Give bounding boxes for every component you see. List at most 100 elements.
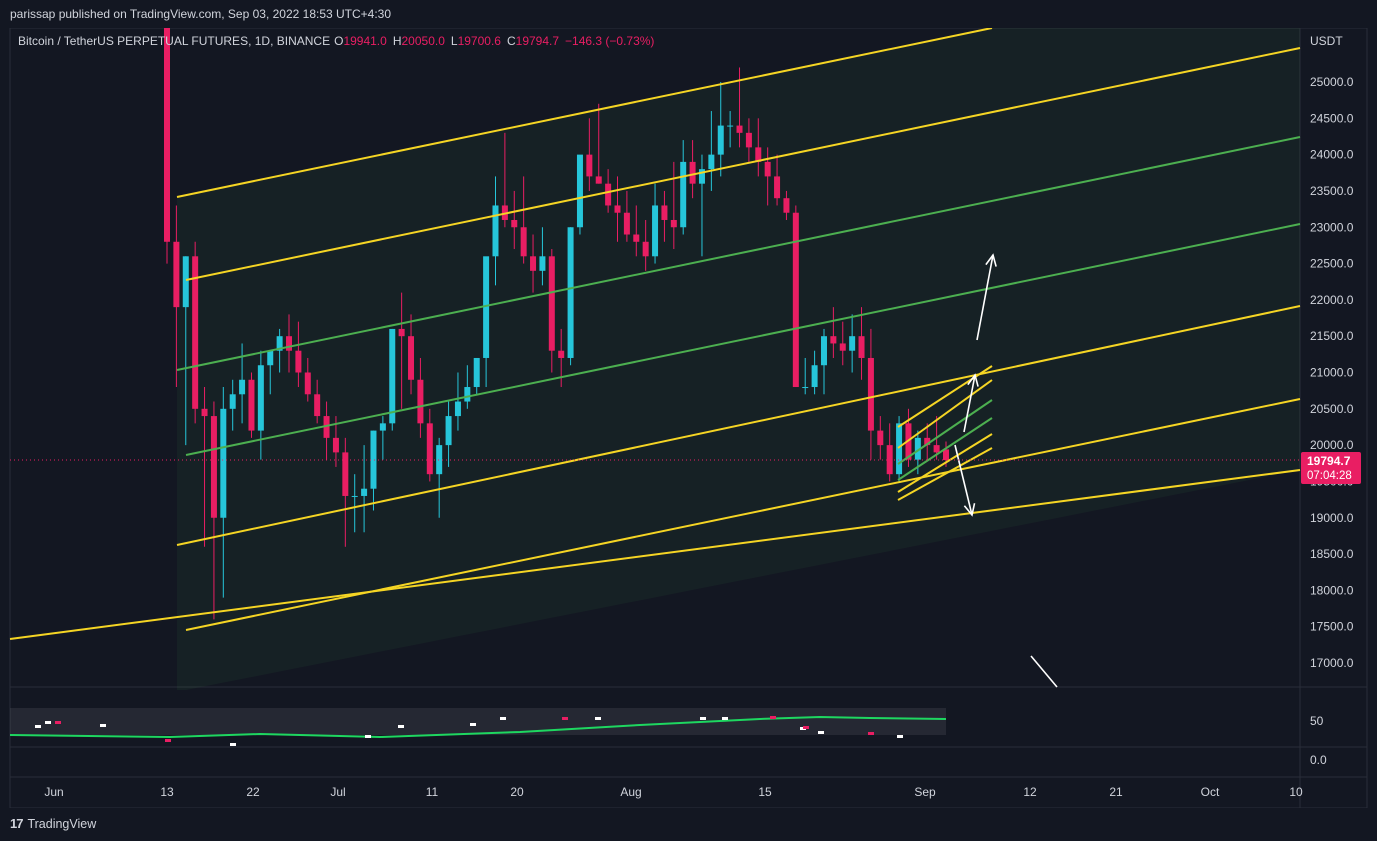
ohlc-key: L (451, 34, 458, 48)
candle (351, 474, 358, 533)
time-tick-label: Jun (44, 785, 63, 799)
candle (229, 379, 236, 431)
candle (717, 82, 724, 177)
candle (267, 350, 274, 395)
time-tick-label: 22 (246, 785, 260, 799)
price-axis-currency: USDT (1310, 34, 1343, 48)
candle (886, 423, 893, 482)
candle (473, 357, 480, 395)
ohlc-value: 20050.0 (402, 34, 446, 48)
indicator-tick-label: 50 (1310, 714, 1324, 728)
candle (792, 205, 799, 388)
candle-body (764, 161, 771, 177)
price-tick-label: 18000.0 (1310, 583, 1354, 597)
candle-body (267, 350, 274, 366)
candle-body (567, 227, 574, 358)
time-tick-label: Sep (914, 785, 936, 799)
candle (361, 445, 368, 533)
candle-body (379, 423, 386, 431)
candle-body (173, 241, 180, 308)
candle-body (867, 357, 874, 431)
candle-body (436, 445, 443, 475)
candle (605, 169, 612, 213)
indicator-dot (100, 724, 106, 727)
candle-body (802, 387, 809, 389)
price-tick-label: 22500.0 (1310, 257, 1354, 271)
candle-body (492, 205, 499, 257)
candle-body (426, 423, 433, 475)
candle (783, 190, 790, 220)
indicator-dot (365, 735, 371, 738)
flag-line (897, 433, 993, 493)
candle-body (849, 336, 856, 351)
symbol-title: Bitcoin / TetherUS PERPETUAL FUTURES, 1D… (18, 34, 330, 48)
candle-body (933, 445, 940, 453)
candle (811, 350, 818, 395)
candle-body (548, 256, 555, 351)
candle (483, 256, 490, 388)
candle (633, 205, 640, 257)
candle (417, 357, 424, 438)
candle-body (304, 372, 311, 395)
candle (727, 111, 734, 148)
candle-body (210, 416, 217, 518)
candle-body (839, 343, 846, 351)
price-tick-label: 22000.0 (1310, 293, 1354, 307)
candle-body (586, 154, 593, 177)
candle-body (727, 125, 734, 127)
candle-body (698, 169, 705, 184)
candle-body (614, 205, 621, 213)
candle-body (182, 256, 189, 308)
candle (276, 328, 283, 373)
indicator-dot (500, 717, 506, 720)
candle (408, 314, 415, 395)
channel-fill (177, 28, 1300, 690)
ohlc-key: C (507, 34, 516, 48)
indicator-dot (230, 743, 236, 746)
candle-body (670, 219, 677, 228)
ohlc-key: H (393, 34, 402, 48)
ohlc-key: O (334, 34, 343, 48)
candle (858, 307, 865, 380)
candle-body (595, 176, 602, 184)
candle (379, 416, 386, 460)
candle (426, 408, 433, 482)
candle (877, 416, 884, 460)
candle-body (408, 336, 415, 380)
candle-body (483, 256, 490, 358)
candle-body (454, 401, 461, 417)
candle-body (633, 234, 640, 242)
indicator-dot-red (770, 716, 776, 719)
candle-body (886, 445, 893, 475)
candle (257, 350, 264, 460)
price-tick-label: 20000.0 (1310, 438, 1354, 452)
candle-body (858, 336, 865, 358)
indicator-dot-red (55, 721, 61, 724)
candle-body (361, 488, 368, 496)
candle (248, 372, 255, 438)
flag-line (897, 379, 993, 449)
time-tick-label: Aug (620, 785, 641, 799)
candle-body (276, 336, 283, 351)
candle-body (914, 437, 921, 460)
price-tick-label: 17500.0 (1310, 620, 1354, 634)
candle-body (314, 394, 321, 417)
candle-body (520, 227, 527, 257)
candle-body (623, 212, 630, 235)
indicator-tick-label: 0.0 (1310, 753, 1327, 767)
candle (924, 423, 931, 460)
candle (370, 430, 377, 511)
candle-body (473, 357, 480, 388)
candle-body (398, 328, 405, 337)
flag-line (897, 365, 993, 428)
brand[interactable]: 17 TradingView (10, 816, 96, 831)
candle (745, 118, 752, 162)
candle (342, 437, 349, 547)
candle-body (689, 161, 696, 184)
arrow-down-icon (954, 444, 976, 517)
candle (764, 147, 771, 206)
candle (623, 190, 630, 242)
candle-body (164, 28, 170, 242)
signal-line (9, 715, 947, 739)
